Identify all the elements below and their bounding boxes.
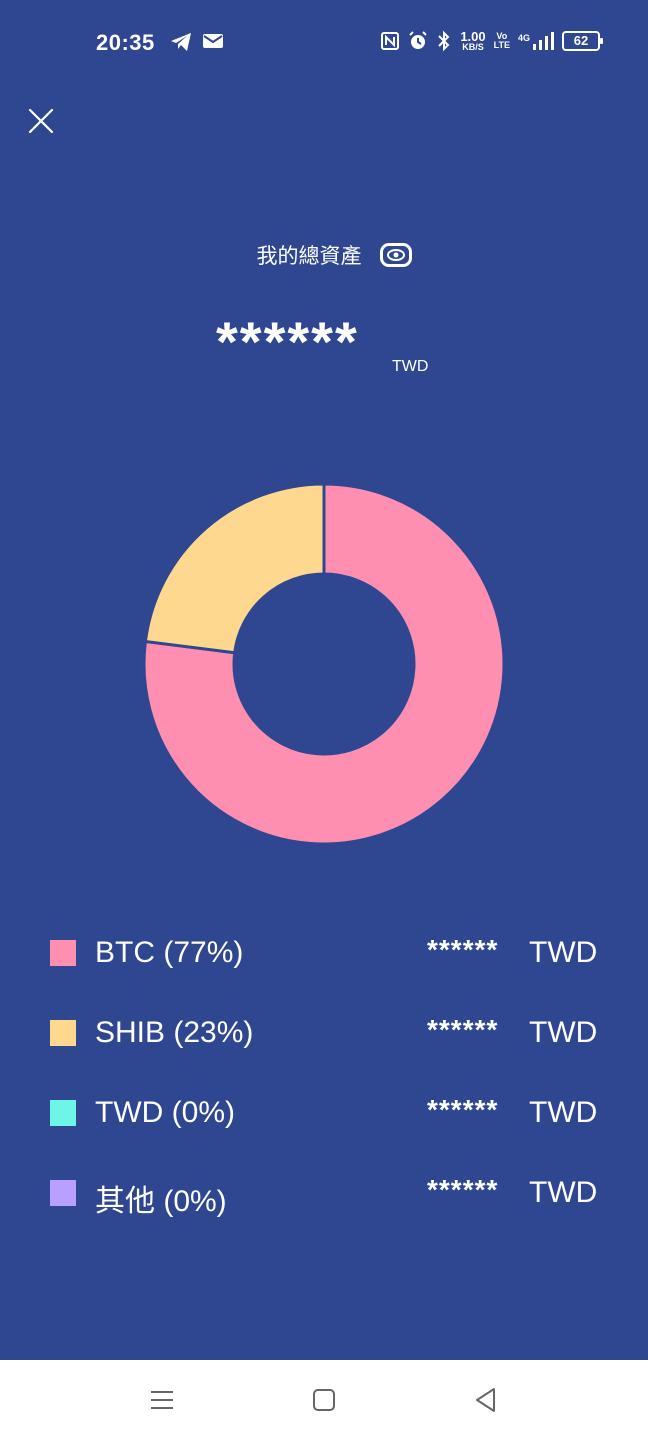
- toggle-visibility-button[interactable]: [379, 243, 412, 267]
- home-square-icon: [313, 1389, 335, 1411]
- menu-icon: [151, 1391, 173, 1409]
- legend-label: 其他 (0%): [95, 1185, 227, 1218]
- legend-item-btc[interactable]: BTC (77%) ****** TWD: [0, 930, 648, 1010]
- telegram-icon: [171, 33, 191, 51]
- signal-icon: [533, 32, 554, 50]
- legend-swatch: [50, 940, 76, 966]
- status-notification-icons: [170, 32, 224, 52]
- legend-swatch: [50, 1100, 76, 1126]
- legend-unit: TWD: [529, 1096, 598, 1129]
- asset-donut-chart: [0, 420, 648, 900]
- total-assets-header: 我的總資產: [0, 240, 648, 270]
- legend-amount: ******: [427, 1094, 499, 1125]
- status-bar: 20:35 1.00 KB/S Vo LTE: [0, 0, 648, 90]
- donut-chart-svg: [142, 482, 506, 846]
- legend-label: SHIB (23%): [95, 1016, 254, 1049]
- donut-slice-shib: [143, 482, 326, 655]
- system-navigation-bar: [0, 1360, 648, 1440]
- cell-signal: 4G: [518, 31, 554, 51]
- battery-indicator: 62: [562, 31, 603, 51]
- back-button[interactable]: [470, 1384, 502, 1416]
- legend-item-other[interactable]: 其他 (0%) ****** TWD: [0, 1170, 648, 1250]
- volte-indicator: Vo LTE: [493, 31, 510, 50]
- eye-icon: [386, 249, 405, 261]
- asset-legend: BTC (77%) ****** TWD SHIB (23%) ****** T…: [0, 930, 648, 1250]
- legend-amount: ******: [427, 934, 499, 965]
- total-assets-value: ******: [216, 310, 359, 373]
- mail-icon: [203, 34, 223, 48]
- close-icon: [28, 108, 54, 134]
- alarm-icon: [409, 31, 428, 49]
- legend-swatch: [50, 1020, 76, 1046]
- total-assets-unit: TWD: [392, 358, 429, 375]
- legend-item-shib[interactable]: SHIB (23%) ****** TWD: [0, 1010, 648, 1090]
- donut-slice-btc: [142, 482, 506, 846]
- close-button[interactable]: [24, 104, 58, 138]
- legend-amount: ******: [427, 1014, 499, 1045]
- total-assets: ****** TWD: [0, 312, 648, 382]
- legend-unit: TWD: [529, 1016, 598, 1049]
- home-button[interactable]: [308, 1384, 340, 1416]
- network-speed: 1.00 KB/S: [460, 28, 486, 52]
- recent-apps-button[interactable]: [146, 1384, 178, 1416]
- legend-unit: TWD: [529, 1176, 598, 1209]
- bluetooth-icon: [438, 30, 450, 52]
- back-triangle-icon: [476, 1388, 495, 1412]
- page-title: 我的總資產: [256, 245, 362, 268]
- status-system-icons: 1.00 KB/S Vo LTE 4G 62: [380, 28, 603, 52]
- legend-swatch: [50, 1180, 76, 1206]
- legend-item-twd[interactable]: TWD (0%) ****** TWD: [0, 1090, 648, 1170]
- legend-unit: TWD: [529, 936, 598, 969]
- legend-amount: ******: [427, 1174, 499, 1205]
- status-time: 20:35: [96, 30, 155, 55]
- legend-label: BTC (77%): [95, 936, 244, 969]
- nfc-icon: [381, 32, 400, 50]
- legend-label: TWD (0%): [95, 1096, 235, 1129]
